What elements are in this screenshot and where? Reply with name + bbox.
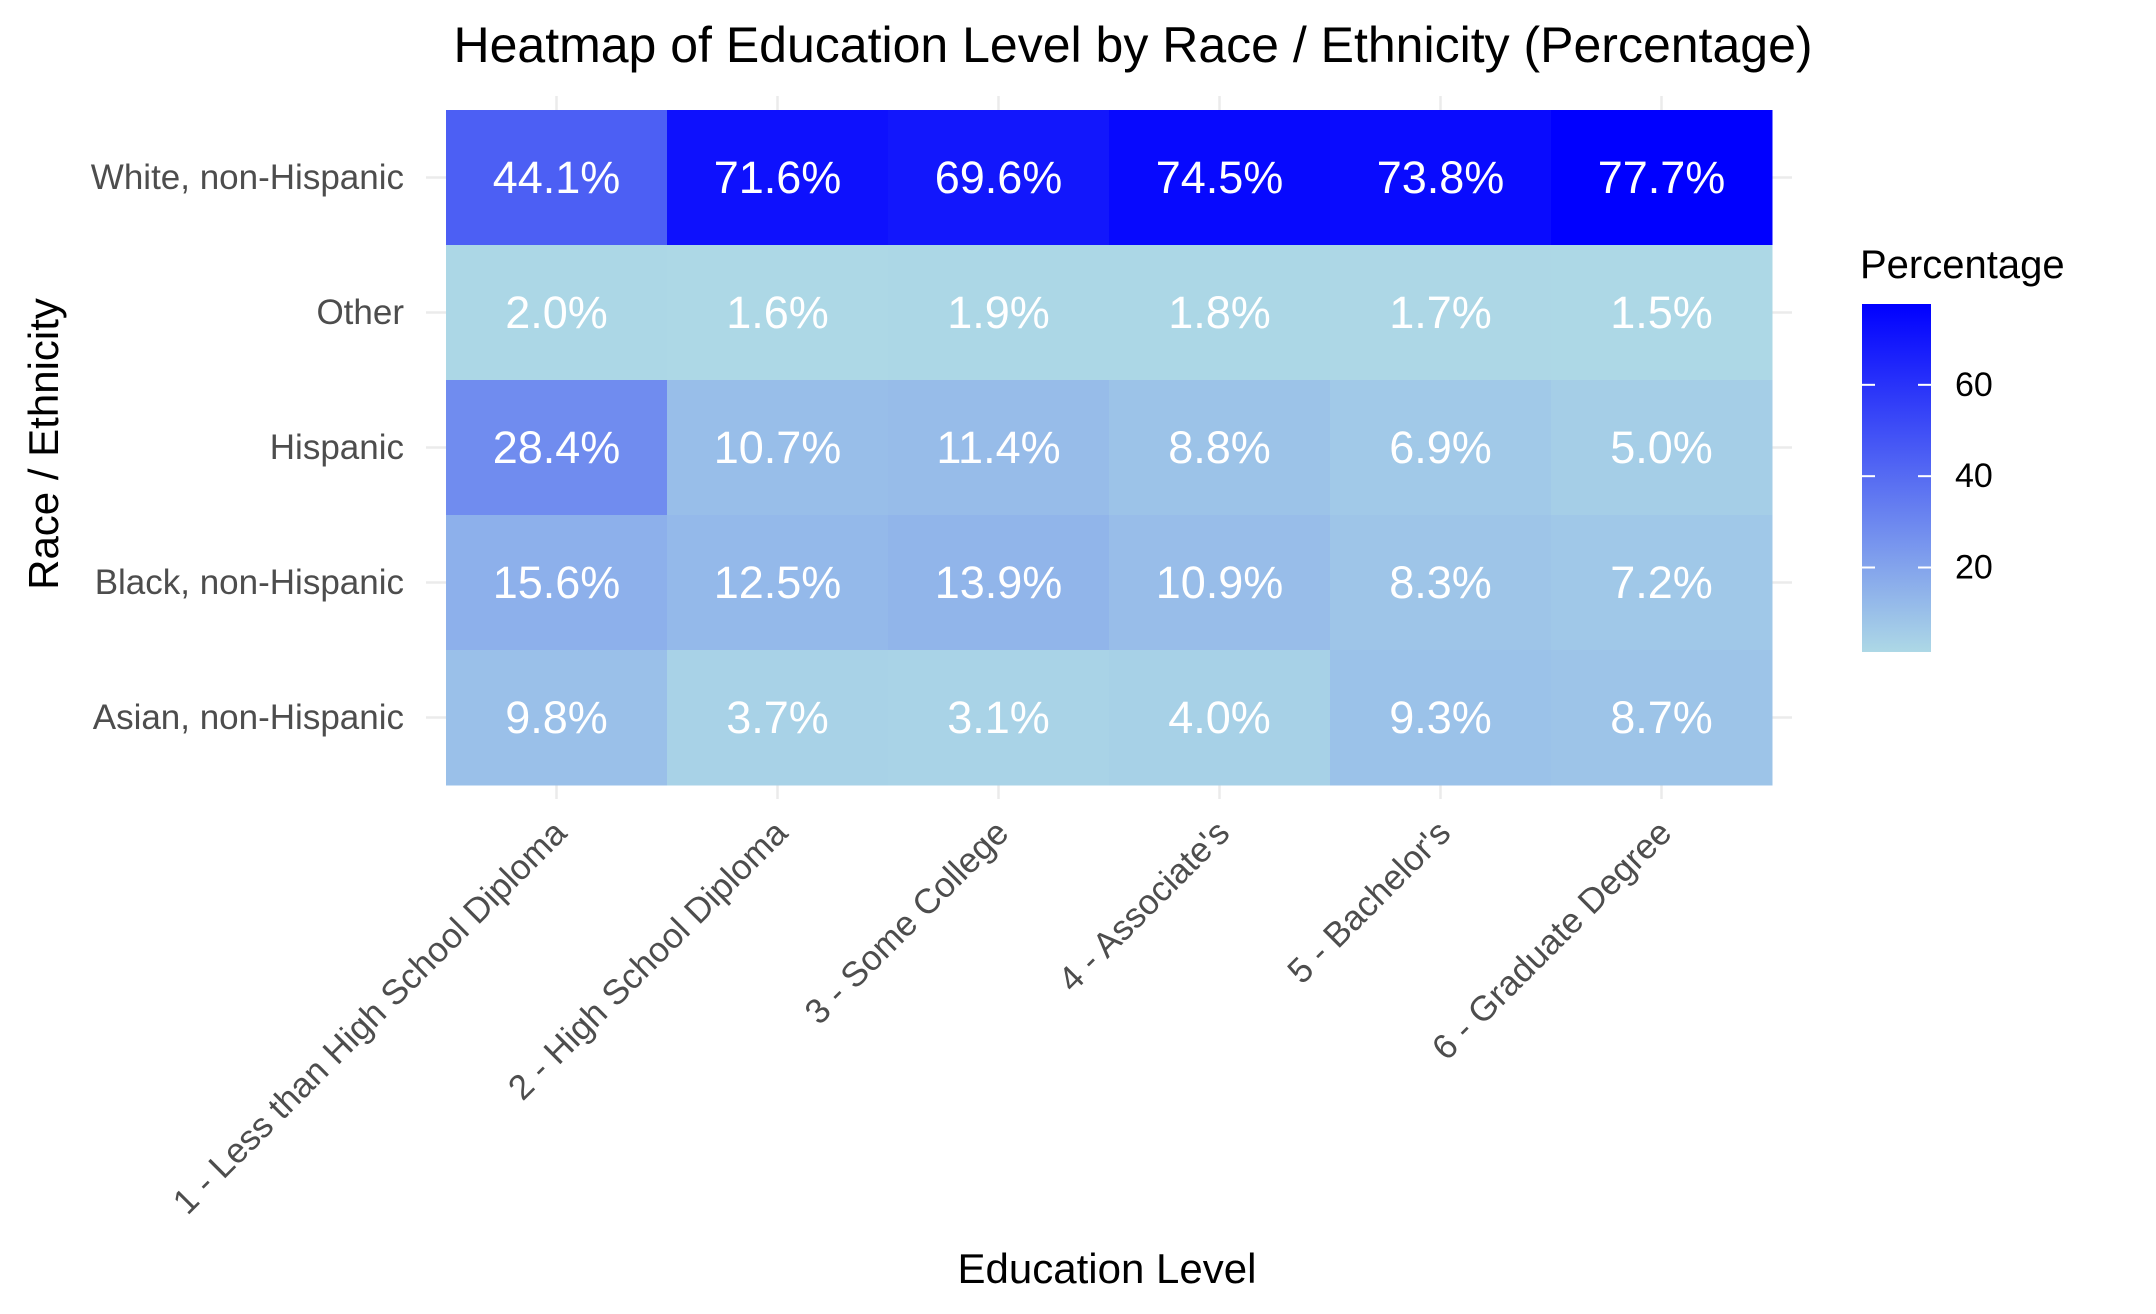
legend-tick-label: 40 <box>1955 457 1993 495</box>
cell-value-label: 1.7% <box>1389 287 1492 338</box>
y-tick-label: Black, non-Hispanic <box>95 563 404 602</box>
chart-title: Heatmap of Education Level by Race / Eth… <box>453 17 1812 73</box>
legend: Percentage 20 40 60 <box>1860 243 2065 652</box>
heatmap-cell <box>1330 380 1552 516</box>
heatmap-cells <box>446 110 1773 786</box>
heatmap-cell <box>446 380 668 516</box>
cell-value-label: 73.8% <box>1377 152 1505 203</box>
cell-value-label: 9.3% <box>1389 692 1492 743</box>
cell-value-label: 10.9% <box>1156 557 1284 608</box>
cell-value-label: 1.9% <box>947 287 1050 338</box>
cell-labels: 44.1% 71.6% 69.6% 74.5% 73.8% 77.7% 2.0% 1.6% 1.… <box>493 152 1726 743</box>
x-tick-label: 3 - Some College <box>797 813 1016 1032</box>
heatmap-cell <box>1551 245 1773 381</box>
x-tick-label: 4 - Associate's <box>1051 813 1237 999</box>
heatmap-cell <box>446 110 668 246</box>
cell-value-label: 28.4% <box>493 422 621 473</box>
heatmap-cell <box>888 650 1110 786</box>
heatmap-cell <box>1330 245 1552 381</box>
heatmap-cell <box>1109 380 1331 516</box>
cell-value-label: 8.3% <box>1389 557 1492 608</box>
cell-value-label: 69.6% <box>935 152 1063 203</box>
cell-value-label: 8.8% <box>1168 422 1271 473</box>
y-axis-title: Race / Ethnicity <box>20 298 67 590</box>
cell-value-label: 74.5% <box>1156 152 1284 203</box>
cell-value-label: 1.5% <box>1610 287 1713 338</box>
cell-value-label: 15.6% <box>493 557 621 608</box>
heatmap-cell <box>1551 650 1773 786</box>
legend-title: Percentage <box>1860 243 2065 287</box>
legend-colorbar <box>1862 304 1931 652</box>
heatmap-cell <box>1109 245 1331 381</box>
y-tick-label: Other <box>316 293 404 332</box>
heatmap-cell <box>667 245 889 381</box>
heatmap-cell <box>888 245 1110 381</box>
heatmap-cell <box>1551 380 1773 516</box>
y-axis-ticks: White, non-Hispanic Other Hispanic Black, n… <box>91 158 405 737</box>
x-tick-label: 5 - Bachelor's <box>1280 813 1458 991</box>
y-tick-label: White, non-Hispanic <box>91 158 404 197</box>
legend-tick-label: 20 <box>1955 549 1993 587</box>
cell-value-label: 5.0% <box>1610 422 1713 473</box>
cell-value-label: 10.7% <box>714 422 842 473</box>
cell-value-label: 1.6% <box>726 287 829 338</box>
y-tick-label: Hispanic <box>270 428 404 467</box>
heatmap-cell <box>1551 515 1773 651</box>
cell-value-label: 1.8% <box>1168 287 1271 338</box>
cell-value-label: 71.6% <box>714 152 842 203</box>
cell-value-label: 2.0% <box>505 287 608 338</box>
cell-value-label: 8.7% <box>1610 692 1713 743</box>
heatmap-cell <box>888 110 1110 246</box>
cell-value-label: 11.4% <box>936 422 1060 473</box>
x-tick-label: 6 - Graduate Degree <box>1425 813 1680 1068</box>
cell-value-label: 3.1% <box>947 692 1050 743</box>
heatmap-cell <box>667 515 889 651</box>
heatmap-cell <box>446 650 668 786</box>
heatmap-cell <box>446 245 668 381</box>
heatmap-cell <box>1109 650 1331 786</box>
heatmap-cell <box>1109 515 1331 651</box>
heatmap-cell <box>1109 110 1331 246</box>
heatmap-cell <box>667 110 889 246</box>
legend-ticks: 20 40 60 <box>1862 366 1993 587</box>
legend-tick-label: 60 <box>1955 366 1993 404</box>
heatmap-cell <box>1330 110 1552 246</box>
cell-value-label: 13.9% <box>935 557 1063 608</box>
heatmap-cell <box>888 515 1110 651</box>
x-axis-title: Education Level <box>958 1245 1257 1292</box>
heatmap-cell <box>667 650 889 786</box>
y-tick-label: Asian, non-Hispanic <box>93 698 404 737</box>
x-tick-label: 1 - Less than High School Diploma <box>166 813 575 1222</box>
cell-value-label: 9.8% <box>505 692 608 743</box>
cell-value-label: 3.7% <box>726 692 829 743</box>
cell-value-label: 7.2% <box>1610 557 1713 608</box>
heatmap-cell <box>1330 650 1552 786</box>
heatmap-cell <box>1330 515 1552 651</box>
heatmap-cell <box>667 380 889 516</box>
cell-value-label: 6.9% <box>1389 422 1492 473</box>
cell-value-label: 44.1% <box>493 152 621 203</box>
heatmap-cell <box>1551 110 1773 246</box>
cell-value-label: 77.7% <box>1598 152 1726 203</box>
heatmap-cell <box>888 380 1110 516</box>
cell-value-label: 4.0% <box>1168 692 1271 743</box>
heatmap-cell <box>446 515 668 651</box>
cell-value-label: 12.5% <box>714 557 842 608</box>
